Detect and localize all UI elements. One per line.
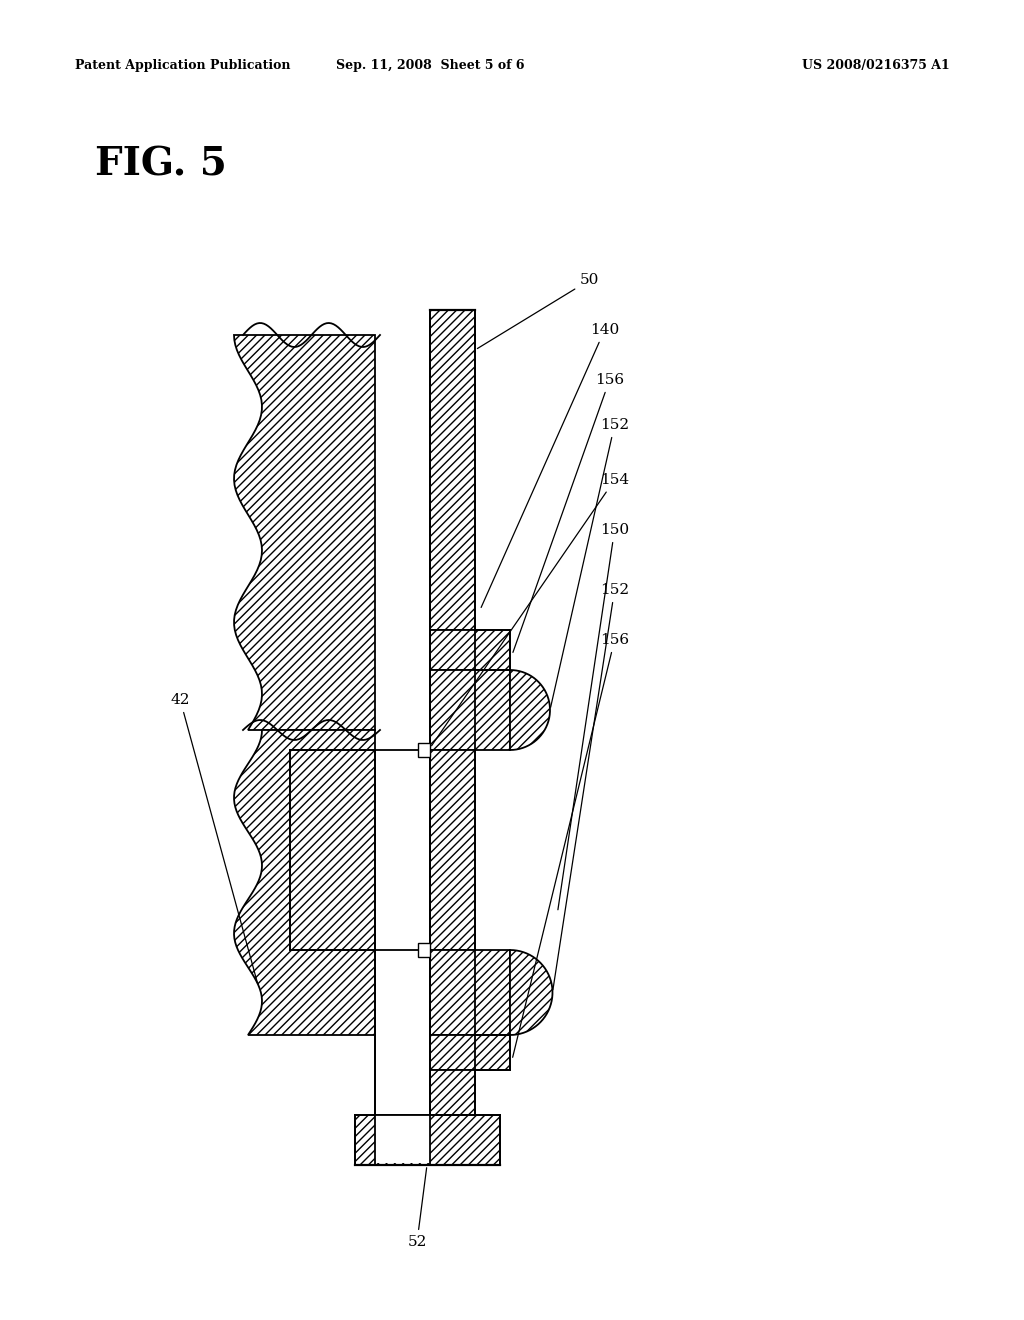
Polygon shape	[234, 335, 375, 730]
Text: 140: 140	[481, 323, 620, 607]
Bar	[430, 950, 510, 1035]
Bar	[418, 743, 430, 756]
Bar	[355, 1115, 500, 1166]
Text: Patent Application Publication: Patent Application Publication	[75, 58, 291, 71]
Bar	[430, 630, 510, 671]
Bar	[430, 750, 475, 950]
Bar	[418, 942, 430, 957]
Text: 154: 154	[431, 473, 629, 746]
Text: 50: 50	[477, 273, 599, 348]
Polygon shape	[234, 730, 375, 1035]
Text: Sep. 11, 2008  Sheet 5 of 6: Sep. 11, 2008 Sheet 5 of 6	[336, 58, 524, 71]
Text: US 2008/0216375 A1: US 2008/0216375 A1	[802, 58, 950, 71]
Text: 156: 156	[513, 634, 629, 1057]
Bar	[430, 1035, 510, 1071]
Text: 42: 42	[171, 693, 257, 982]
Text: 150: 150	[558, 523, 629, 909]
Bar	[375, 1115, 430, 1163]
Polygon shape	[510, 950, 553, 1035]
Bar	[430, 310, 475, 630]
Bar	[430, 1071, 475, 1115]
Bar	[375, 750, 430, 950]
Text: 152: 152	[551, 418, 629, 708]
Bar	[430, 671, 510, 750]
Polygon shape	[510, 671, 550, 750]
Text: 52: 52	[408, 1168, 427, 1249]
Text: 156: 156	[513, 374, 624, 652]
Text: 152: 152	[553, 583, 629, 990]
Text: FIG. 5: FIG. 5	[95, 147, 227, 183]
Bar	[290, 750, 375, 950]
